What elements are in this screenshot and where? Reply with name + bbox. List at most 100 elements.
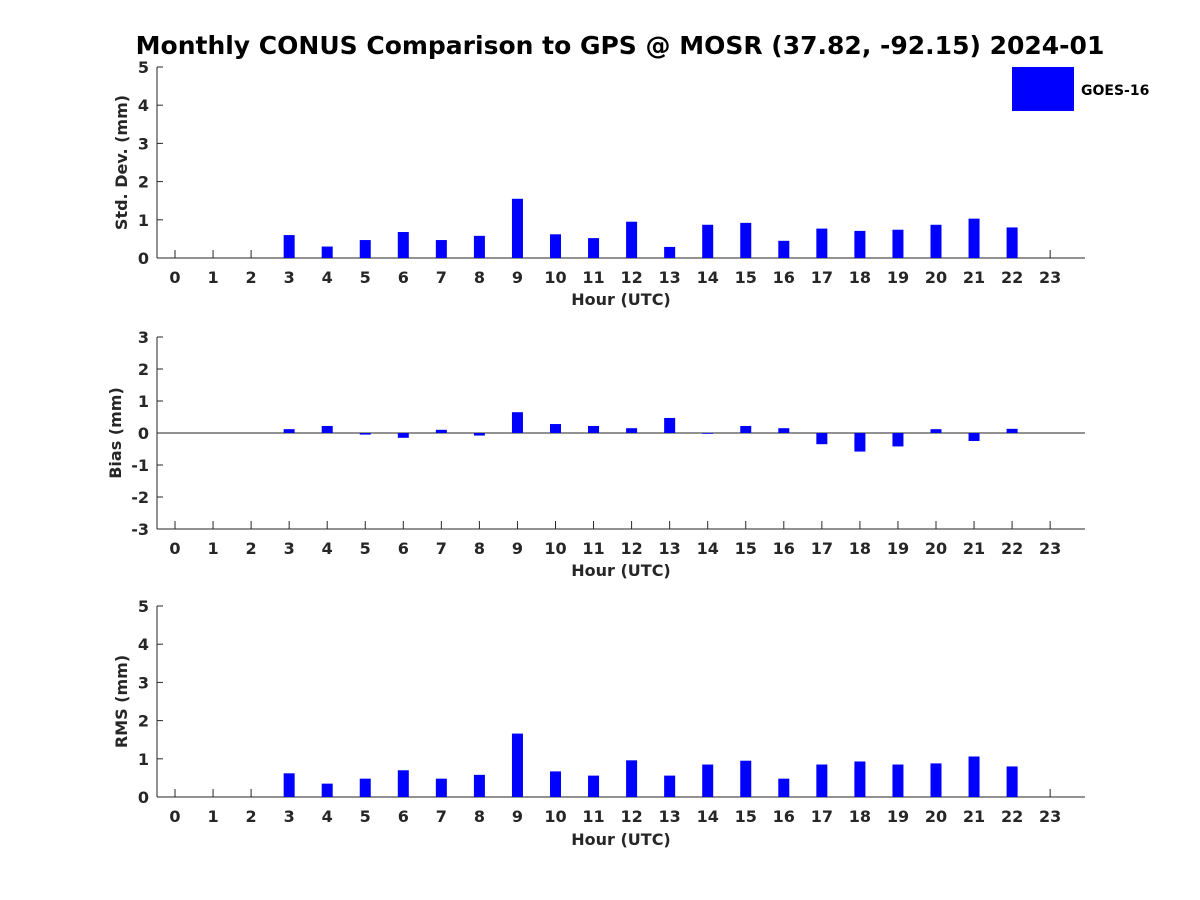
bar	[283, 429, 295, 433]
x-tick-label: 9	[512, 539, 523, 558]
x-tick-label: 6	[398, 539, 409, 558]
y-tick-label: 3	[138, 134, 149, 153]
bar	[283, 235, 295, 258]
bar	[359, 433, 371, 435]
bar	[435, 778, 447, 797]
y-tick-label: 1	[138, 211, 149, 230]
legend: GOES-16	[1012, 67, 1149, 111]
bar	[397, 770, 409, 797]
bar	[664, 775, 676, 797]
x-tick-label: 21	[963, 268, 985, 287]
bar	[854, 433, 866, 452]
x-tick-label: 20	[925, 539, 947, 558]
bar	[702, 764, 714, 797]
x-tick-label: 11	[582, 539, 604, 558]
bar	[816, 764, 828, 797]
x-tick-label: 23	[1039, 807, 1061, 826]
bar	[702, 433, 714, 434]
x-tick-label: 12	[620, 539, 642, 558]
x-tick-label: 5	[360, 807, 371, 826]
x-tick-label: 5	[360, 268, 371, 287]
x-tick-label: 14	[697, 807, 719, 826]
bar	[854, 761, 866, 797]
y-tick-label: 2	[138, 712, 149, 731]
legend-label: GOES-16	[1081, 83, 1149, 99]
x-tick-label: 11	[582, 807, 604, 826]
bar	[778, 428, 790, 433]
x-tick-label: 4	[322, 807, 333, 826]
bar	[397, 232, 409, 258]
x-tick-label: 2	[246, 807, 257, 826]
y-tick-label: 2	[138, 360, 149, 379]
x-tick-label: 13	[659, 268, 681, 287]
bar	[511, 198, 523, 258]
bar	[968, 218, 980, 258]
bar	[473, 774, 485, 797]
y-tick-label: 1	[138, 392, 149, 411]
x-tick-label: 12	[620, 807, 642, 826]
x-tick-label: 23	[1039, 268, 1061, 287]
figure-title: Monthly CONUS Comparison to GPS @ MOSR (…	[136, 31, 1105, 60]
bar	[778, 240, 790, 258]
y-axis-label: Std. Dev. (mm)	[112, 95, 131, 230]
x-tick-label: 4	[322, 268, 333, 287]
x-tick-label: 0	[169, 539, 180, 558]
bar	[740, 760, 752, 797]
y-tick-label: 0	[138, 788, 149, 807]
bar	[321, 246, 333, 258]
x-tick-label: 9	[512, 807, 523, 826]
y-tick-label: 2	[138, 173, 149, 192]
bar	[930, 224, 942, 258]
x-tick-label: 16	[773, 539, 795, 558]
x-tick-label: 6	[398, 268, 409, 287]
y-tick-label: 4	[138, 96, 149, 115]
bar	[435, 429, 447, 433]
x-tick-label: 7	[436, 807, 447, 826]
y-tick-label: 1	[138, 750, 149, 769]
bar	[550, 424, 561, 433]
x-tick-label: 15	[735, 268, 757, 287]
bar	[626, 428, 638, 433]
bar	[283, 773, 295, 797]
x-tick-label: 1	[207, 807, 218, 826]
x-tick-label: 14	[697, 539, 719, 558]
x-tick-label: 18	[849, 268, 871, 287]
bar	[359, 778, 371, 797]
x-tick-label: 9	[512, 268, 523, 287]
x-tick-label: 1	[207, 539, 218, 558]
bar	[892, 229, 904, 258]
x-tick-label: 15	[735, 539, 757, 558]
bar	[511, 412, 523, 433]
bar	[1006, 428, 1018, 433]
bar	[435, 240, 447, 258]
bar	[816, 433, 828, 445]
x-tick-label: 21	[963, 539, 985, 558]
bar	[511, 733, 523, 797]
bar	[397, 433, 409, 438]
x-tick-label: 18	[849, 807, 871, 826]
y-tick-label: 5	[138, 597, 149, 616]
bar	[664, 417, 676, 433]
x-tick-label: 0	[169, 807, 180, 826]
x-tick-label: 8	[474, 268, 485, 287]
bar	[626, 760, 638, 797]
y-tick-label: -2	[131, 488, 149, 507]
bar	[588, 238, 600, 258]
x-tick-label: 21	[963, 807, 985, 826]
x-tick-label: 18	[849, 539, 871, 558]
x-tick-label: 15	[735, 807, 757, 826]
bar	[1006, 227, 1018, 258]
y-tick-label: 0	[138, 424, 149, 443]
y-tick-label: -1	[131, 456, 149, 475]
bar	[740, 425, 752, 433]
x-tick-label: 13	[659, 807, 681, 826]
bar	[1006, 766, 1018, 797]
x-tick-label: 19	[887, 539, 909, 558]
x-tick-label: 10	[544, 268, 566, 287]
x-tick-label: 16	[773, 268, 795, 287]
bar	[588, 425, 600, 433]
x-tick-label: 22	[1001, 539, 1023, 558]
